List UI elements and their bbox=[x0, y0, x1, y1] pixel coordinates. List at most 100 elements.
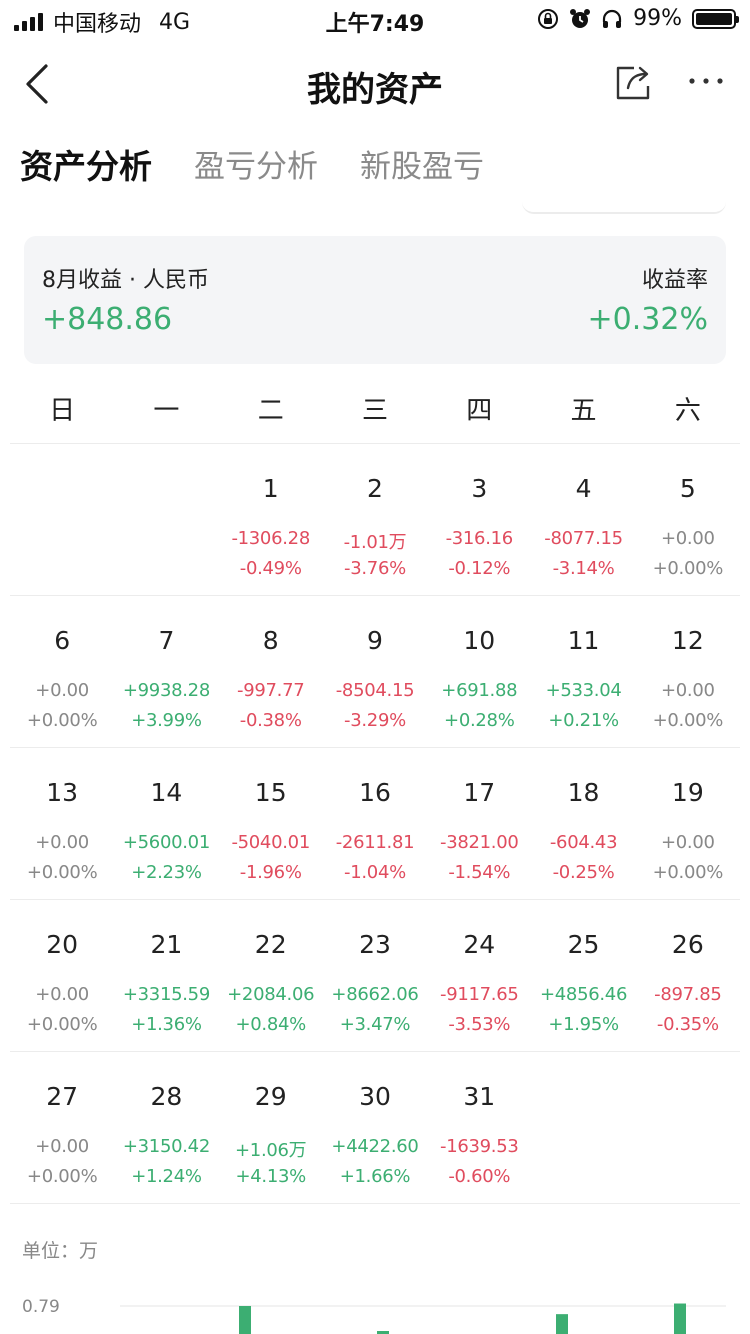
calendar-day-cell[interactable]: 5 +0.00 +0.00% bbox=[636, 444, 740, 595]
calendar-day-cell[interactable]: 20 +0.00 +0.00% bbox=[10, 900, 114, 1051]
daily-pnl-bar-chart: 0.79 bbox=[22, 1297, 726, 1334]
day-amount: +2084.06 bbox=[227, 984, 315, 1005]
day-amount: -8504.15 bbox=[335, 680, 415, 701]
calendar-day-cell[interactable]: 8 -997.77 -0.38% bbox=[219, 596, 323, 747]
chart-bar bbox=[239, 1306, 251, 1334]
day-percent: +0.28% bbox=[444, 710, 515, 731]
day-percent: -1.96% bbox=[239, 862, 302, 883]
calendar-day-cell[interactable]: 15 -5040.01 -1.96% bbox=[219, 748, 323, 899]
day-amount: +0.00 bbox=[35, 680, 89, 701]
tab-label: 资产分析 bbox=[20, 147, 152, 186]
calendar-empty-cell bbox=[10, 444, 114, 595]
day-percent: -3.76% bbox=[344, 558, 406, 579]
nav-bar: 我的资产 bbox=[0, 44, 750, 124]
calendar-day-cell[interactable]: 11 +533.04 +0.21% bbox=[531, 596, 635, 747]
day-amount: -2611.81 bbox=[335, 832, 415, 853]
day-percent: -0.25% bbox=[552, 862, 615, 883]
day-number: 13 bbox=[46, 778, 79, 807]
calendar-day-cell[interactable]: 29 +1.06万 +4.13% bbox=[219, 1052, 323, 1203]
day-number: 5 bbox=[679, 474, 696, 503]
calendar-empty-cell bbox=[531, 1052, 635, 1203]
calendar-week-row: 1 -1306.28 -0.49% 2 -1.01万 -3.76% 3 -316.16 -0.1… bbox=[10, 444, 740, 596]
day-amount: +3315.59 bbox=[122, 984, 210, 1005]
day-percent: +0.00% bbox=[26, 862, 98, 883]
day-amount: -5040.01 bbox=[231, 832, 310, 853]
day-number: 21 bbox=[150, 930, 183, 959]
calendar-day-cell[interactable]: 30 +4422.60 +1.66% bbox=[323, 1052, 427, 1203]
day-percent: +0.00% bbox=[26, 710, 98, 731]
share-icon[interactable] bbox=[614, 62, 654, 102]
calendar-week-row: 13 +0.00 +0.00% 14 +5600.01 +2.23% 15 -5040.01 -… bbox=[10, 748, 740, 900]
day-amount: +4856.46 bbox=[539, 984, 628, 1005]
tab-label: 盈亏分析 bbox=[194, 149, 318, 185]
day-percent: +3.99% bbox=[131, 710, 202, 731]
day-percent: -3.53% bbox=[448, 1014, 511, 1035]
calendar-day-cell[interactable]: 7 +9938.28 +3.99% bbox=[114, 596, 218, 747]
day-number: 22 bbox=[254, 930, 287, 959]
calendar-week-row: 6 +0.00 +0.00% 7 +9938.28 +3.99% 8 -997.77 -0.38… bbox=[10, 596, 740, 748]
day-percent: +3.47% bbox=[339, 1014, 411, 1035]
day-amount: +9938.28 bbox=[122, 680, 210, 701]
weekday-label: 日 bbox=[49, 396, 76, 426]
calendar-day-cell[interactable]: 6 +0.00 +0.00% bbox=[10, 596, 114, 747]
calendar-day-cell[interactable]: 25 +4856.46 +1.95% bbox=[531, 900, 635, 1051]
day-percent: +1.24% bbox=[131, 1166, 202, 1187]
calendar-day-cell[interactable]: 4 -8077.15 -3.14% bbox=[531, 444, 635, 595]
day-amount: +691.88 bbox=[441, 680, 518, 701]
day-number: 23 bbox=[359, 930, 391, 959]
network-label: 4G bbox=[159, 9, 191, 35]
day-percent: -3.29% bbox=[344, 710, 406, 731]
calendar-day-cell[interactable]: 10 +691.88 +0.28% bbox=[427, 596, 531, 747]
day-number: 7 bbox=[158, 626, 175, 655]
day-percent: +0.00% bbox=[26, 1014, 98, 1035]
orientation-lock-icon bbox=[538, 8, 559, 29]
day-amount: +533.04 bbox=[545, 680, 622, 701]
page-title: 我的资产 bbox=[307, 70, 443, 110]
status-left: 中国移动 4G bbox=[14, 6, 190, 38]
weekday-label: 五 bbox=[570, 396, 597, 426]
day-amount: +0.00 bbox=[35, 1136, 89, 1157]
calendar-day-cell[interactable]: 9 -8504.15 -3.29% bbox=[323, 596, 427, 747]
calendar-day-cell[interactable]: 19 +0.00 +0.00% bbox=[636, 748, 740, 899]
tab-pnl-analysis[interactable]: 盈亏分析 bbox=[194, 144, 318, 190]
calendar-day-cell[interactable]: 24 -9117.65 -3.53% bbox=[427, 900, 531, 1051]
day-percent: -1.54% bbox=[448, 862, 511, 883]
battery-level bbox=[696, 12, 732, 25]
calendar-day-cell[interactable]: 14 +5600.01 +2.23% bbox=[114, 748, 218, 899]
calendar-day-cell[interactable]: 13 +0.00 +0.00% bbox=[10, 748, 114, 899]
tab-ipo-pnl[interactable]: 新股盈亏 bbox=[360, 144, 484, 190]
day-number: 29 bbox=[254, 1082, 287, 1111]
calendar-day-cell[interactable]: 21 +3315.59 +1.36% bbox=[114, 900, 218, 1051]
calendar-day-cell[interactable]: 16 -2611.81 -1.04% bbox=[323, 748, 427, 899]
day-number: 27 bbox=[46, 1082, 79, 1111]
income-value: +848.86 bbox=[42, 302, 173, 337]
calendar-week-row: 27 +0.00 +0.00% 28 +3150.42 +1.24% 29 +1.06万 +4.… bbox=[10, 1052, 740, 1204]
back-button[interactable] bbox=[18, 62, 58, 106]
calendar-day-cell[interactable]: 31 -1639.53 -0.60% bbox=[427, 1052, 531, 1203]
tab-asset-analysis[interactable]: 资产分析 bbox=[20, 144, 152, 190]
day-amount: -8077.15 bbox=[544, 528, 623, 549]
status-time: 上午7:49 bbox=[325, 12, 425, 37]
calendar-day-cell[interactable]: 23 +8662.06 +3.47% bbox=[323, 900, 427, 1051]
calendar-day-cell[interactable]: 12 +0.00 +0.00% bbox=[636, 596, 740, 747]
calendar-day-cell[interactable]: 27 +0.00 +0.00% bbox=[10, 1052, 114, 1203]
calendar-day-cell[interactable]: 22 +2084.06 +0.84% bbox=[219, 900, 323, 1051]
calendar-day-cell[interactable]: 2 -1.01万 -3.76% bbox=[323, 444, 427, 595]
day-percent: +0.21% bbox=[548, 710, 619, 731]
day-percent: -0.49% bbox=[239, 558, 302, 579]
status-right: 99% bbox=[537, 6, 739, 31]
chart-bar bbox=[377, 1331, 389, 1334]
calendar-day-cell[interactable]: 18 -604.43 -0.25% bbox=[531, 748, 635, 899]
calendar-day-cell[interactable]: 1 -1306.28 -0.49% bbox=[219, 444, 323, 595]
calendar-week-row: 20 +0.00 +0.00% 21 +3315.59 +1.36% 22 +2084.06 +… bbox=[10, 900, 740, 1052]
calendar-day-cell[interactable]: 3 -316.16 -0.12% bbox=[427, 444, 531, 595]
more-dots-icon[interactable] bbox=[686, 66, 726, 96]
calendar-day-cell[interactable]: 26 -897.85 -0.35% bbox=[636, 900, 740, 1051]
day-number: 19 bbox=[671, 778, 704, 807]
calendar-day-cell[interactable]: 28 +3150.42 +1.24% bbox=[114, 1052, 218, 1203]
day-amount: +3150.42 bbox=[122, 1136, 210, 1157]
calendar-day-cell[interactable]: 17 -3821.00 -1.54% bbox=[427, 748, 531, 899]
card-edge bbox=[522, 202, 726, 214]
day-amount: +0.00 bbox=[35, 984, 89, 1005]
day-number: 25 bbox=[567, 930, 600, 959]
